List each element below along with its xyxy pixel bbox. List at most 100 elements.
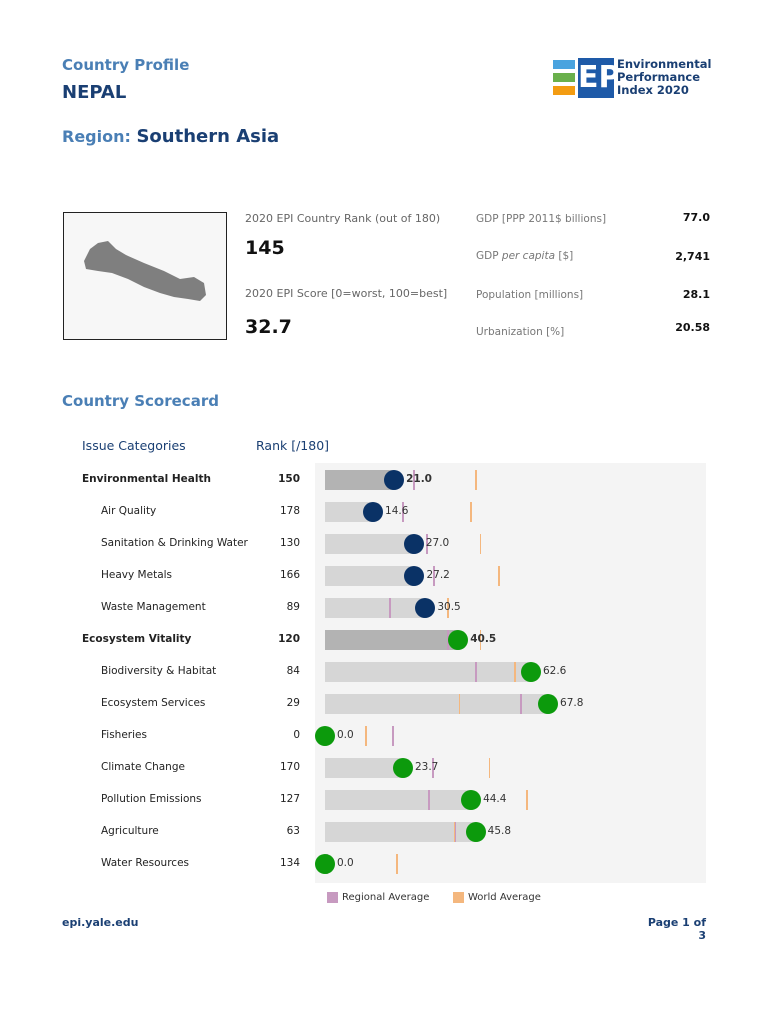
regional-average-marker — [447, 630, 450, 650]
score-label: 67.8 — [560, 697, 584, 709]
world-average-marker — [498, 566, 500, 586]
population-value: 28.1 — [682, 288, 710, 301]
region: Region: Southern Asia — [62, 126, 279, 147]
world-average-marker — [447, 598, 449, 618]
gdp-value: 77.0 — [682, 211, 710, 224]
score-bar — [325, 566, 415, 586]
category-label: Air Quality — [101, 505, 157, 517]
category-label: Ecosystem Services — [101, 697, 206, 709]
world-average-swatch — [453, 892, 464, 903]
world-average-marker — [458, 694, 461, 714]
category-rank: 170 — [279, 761, 300, 773]
logo-line: Index 2020 — [617, 83, 689, 97]
gdp-per-capita-value: 2,741 — [675, 250, 710, 263]
score-dot — [315, 854, 335, 874]
score-bar — [325, 662, 531, 682]
score-label: 45.8 — [487, 825, 512, 837]
category-label: Water Resources — [101, 857, 189, 869]
regional-average-marker — [425, 534, 428, 554]
category-label: Pollution Emissions — [101, 793, 202, 805]
category-label: Biodiversity & Habitat — [101, 665, 217, 677]
regional-average-marker — [401, 502, 404, 522]
world-average-marker — [526, 790, 528, 810]
regional-average-marker — [520, 694, 523, 714]
score-bar — [325, 758, 403, 778]
score-bar — [325, 470, 395, 490]
score-bar — [325, 630, 459, 650]
world-average-marker — [453, 822, 456, 842]
regional-average-marker — [475, 662, 478, 682]
epi-logo: EPI Environmental Performance Index 2020 — [553, 58, 713, 100]
score-label: 2020 EPI Score [0=worst, 100=best] — [245, 287, 448, 300]
legend-regional: Regional Average — [342, 892, 430, 903]
regional-average-marker — [392, 726, 395, 746]
logo-line: Environmental — [617, 57, 712, 71]
category-rank: 84 — [286, 665, 300, 677]
category-label: Environmental Health — [82, 473, 211, 485]
score-dot — [415, 598, 436, 618]
population-label: Population [millions] — [476, 289, 584, 301]
col-rank: Rank [/180] — [256, 438, 330, 453]
category-label: Sanitation & Drinking Water — [101, 537, 248, 549]
country-name: NEPAL — [62, 82, 127, 103]
gdp-per-capita-label: GDP per capita [$] — [476, 250, 574, 262]
col-issue-categories: Issue Categories — [82, 438, 186, 453]
category-label: Ecosystem Vitality — [82, 633, 192, 645]
score-dot — [404, 566, 425, 586]
score-dot — [461, 790, 482, 810]
regional-average-marker — [412, 470, 415, 490]
world-average-marker — [365, 726, 367, 746]
world-average-marker — [514, 662, 516, 682]
urbanization-label: Urbanization [%] — [476, 326, 565, 338]
nepal-map-shape — [84, 241, 206, 301]
category-label: Fisheries — [101, 729, 147, 741]
regional-average-marker — [389, 598, 392, 618]
category-rank: 166 — [279, 569, 300, 581]
score-label: 30.5 — [437, 601, 461, 613]
region-label: Region: — [62, 127, 131, 146]
world-average-marker — [470, 502, 472, 522]
world-average-marker — [475, 470, 477, 490]
score-label: 23.7 — [414, 761, 439, 773]
rank-label: 2020 EPI Country Rank (out of 180) — [245, 212, 441, 225]
footer-url[interactable]: epi.yale.edu — [62, 916, 139, 929]
region-value: Southern Asia — [136, 126, 280, 147]
score-label: 27.2 — [426, 569, 450, 581]
category-label: Heavy Metals — [101, 569, 173, 581]
score-label: 14.6 — [385, 505, 409, 517]
category-label: Climate Change — [101, 761, 185, 773]
score-dot — [392, 758, 413, 778]
category-label: Waste Management — [101, 601, 206, 613]
score-label: 0.0 — [337, 857, 354, 869]
regional-average-marker — [431, 758, 434, 778]
category-rank: 0 — [293, 729, 300, 741]
regional-average-marker — [432, 566, 435, 586]
world-average-marker — [488, 758, 490, 778]
world-average-marker — [396, 854, 398, 874]
score-bar — [325, 790, 472, 810]
logo-letters: EPI — [578, 58, 632, 98]
score-bar — [325, 598, 426, 618]
epi-rank: 145 — [245, 237, 285, 259]
score-dot — [448, 630, 469, 650]
score-dot — [520, 662, 541, 682]
category-rank: 29 — [286, 697, 300, 709]
score-label: 44.4 — [483, 793, 507, 805]
score-dot — [403, 534, 424, 554]
logo-line: Performance — [617, 70, 701, 84]
world-average-marker — [479, 534, 482, 554]
score-bar — [325, 534, 414, 554]
category-rank: 63 — [286, 825, 300, 837]
score-label: 0.0 — [337, 729, 354, 741]
score-dot — [384, 470, 405, 490]
score-bar — [325, 502, 374, 522]
page-subtitle: Country Profile — [62, 56, 190, 74]
category-rank: 150 — [278, 473, 300, 485]
score-bar — [325, 694, 549, 714]
category-label: Agriculture — [101, 825, 159, 837]
page-number: Page 1 of 3 — [647, 916, 706, 942]
score-dot — [315, 726, 335, 746]
category-rank: 89 — [286, 601, 300, 613]
regional-average-swatch — [327, 892, 338, 903]
score-dot — [363, 502, 384, 522]
